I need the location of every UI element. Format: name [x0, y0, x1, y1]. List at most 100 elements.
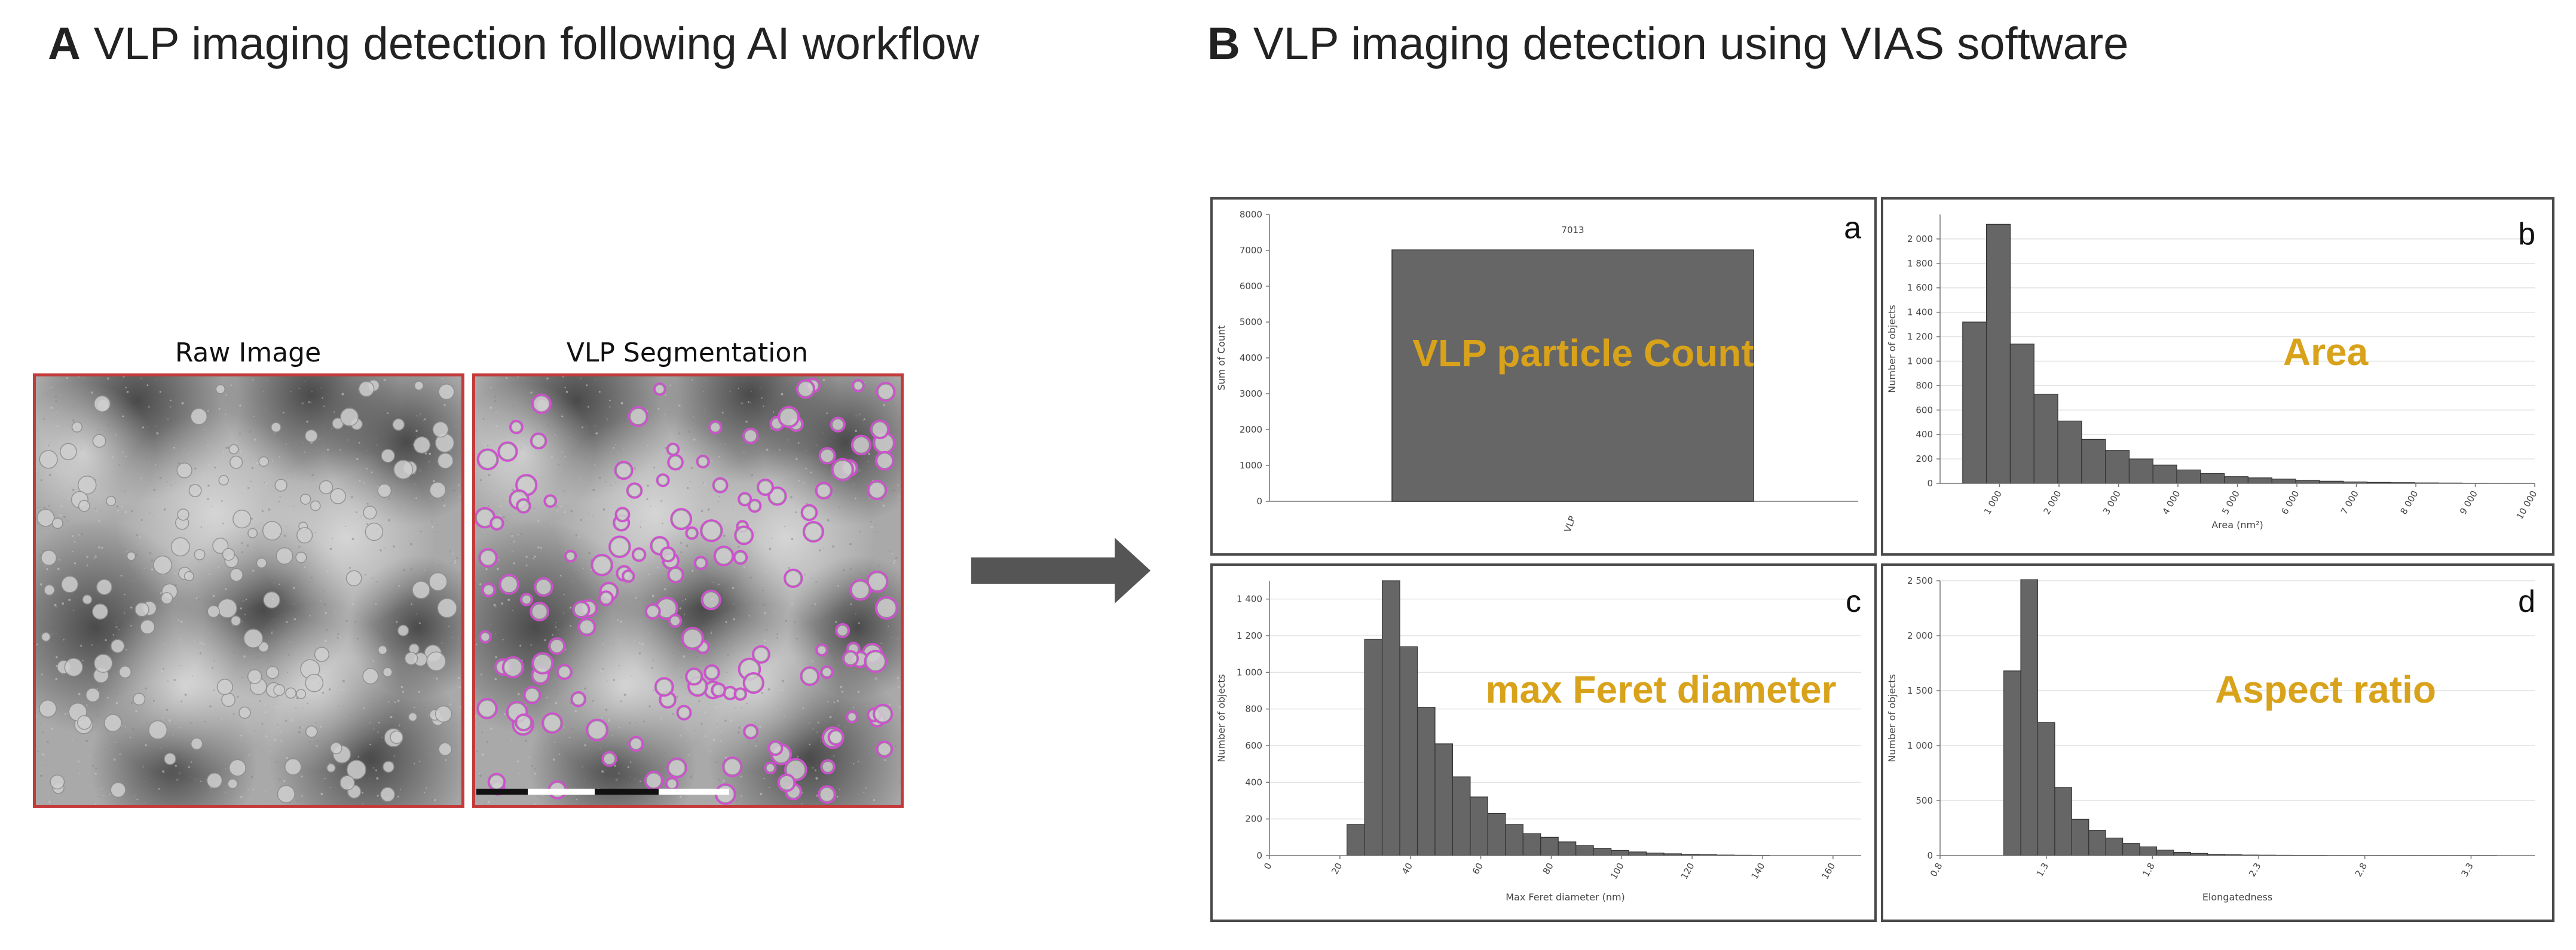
micrograph-grain — [477, 507, 479, 508]
micrograph-grain — [503, 516, 505, 519]
vlp-particle — [876, 452, 893, 469]
vlp-outline — [523, 686, 541, 704]
micrograph-grain — [727, 681, 729, 684]
micrograph-grain — [436, 678, 438, 680]
micrograph-grain — [169, 719, 171, 722]
vlp-particle — [545, 496, 556, 507]
micrograph-grain — [494, 678, 497, 681]
micrograph-grain — [776, 633, 779, 635]
micrograph-grain — [181, 402, 184, 404]
vlp-outline — [748, 498, 762, 513]
micrograph-grain — [378, 721, 380, 724]
micrograph-grain — [772, 528, 774, 529]
micrograph-grain — [733, 473, 735, 474]
micrograph-grain — [259, 385, 261, 387]
vlp-outline — [831, 458, 854, 482]
vlp-outline — [530, 602, 549, 621]
chart-a-ytick-label: 7000 — [1240, 245, 1262, 256]
micrograph-grain — [588, 406, 589, 408]
panel-a-letter: A — [48, 19, 81, 69]
micrograph-grain — [751, 474, 754, 477]
chart-c-xtick-label: 20 — [1329, 861, 1344, 877]
micrograph-grain — [42, 731, 44, 734]
micrograph-grain — [159, 477, 162, 479]
vlp-particle — [414, 381, 424, 391]
micrograph-grain — [324, 639, 327, 642]
micrograph-grain — [207, 410, 209, 412]
chart-c-bar — [1575, 845, 1594, 856]
micrograph-grain — [36, 430, 38, 431]
micrograph-grain — [611, 735, 613, 737]
micrograph-grain — [823, 548, 824, 549]
micrograph-grain — [247, 393, 249, 395]
micrograph-grain — [301, 776, 303, 778]
micrograph-grain — [738, 727, 741, 729]
micrograph-grain — [419, 469, 421, 472]
chart-b-xtick-label: 1 000 — [1982, 489, 2004, 516]
vlp-particle — [397, 624, 409, 637]
micrograph-grain — [737, 731, 740, 734]
micrograph-grain — [156, 432, 159, 435]
vlp-particle — [686, 669, 702, 684]
vlp-outline — [478, 630, 492, 643]
micrograph-grain — [588, 407, 589, 409]
vlp-particle — [549, 639, 564, 654]
micrograph-grain — [779, 449, 781, 451]
micrograph-grain — [583, 568, 584, 569]
micrograph-grain — [575, 551, 576, 553]
micrograph-grain — [512, 610, 513, 611]
micrograph-grain — [340, 679, 342, 681]
micrograph-grain — [744, 452, 745, 453]
micrograph-grain — [452, 553, 454, 554]
vlp-outline — [668, 614, 683, 628]
micrograph-grain — [749, 402, 751, 403]
panel-a-title: A VLP imaging detection following AI work… — [48, 18, 979, 70]
micrograph-grain — [458, 638, 459, 639]
micrograph-grain — [606, 744, 608, 747]
micrograph-grain — [195, 752, 197, 753]
vlp-particle — [599, 592, 613, 605]
vlp-particle — [230, 568, 243, 582]
micrograph-grain — [558, 629, 559, 630]
micrograph-grain — [564, 726, 565, 728]
micrograph-grain — [680, 551, 683, 553]
vlp-particle — [243, 629, 264, 649]
micrograph-grain — [669, 483, 671, 485]
micrograph-grain — [57, 568, 60, 571]
chart-c-xlabel: Max Feret diameter (nm) — [1506, 891, 1625, 903]
micrograph-shade — [96, 597, 275, 777]
micrograph-grain — [498, 514, 501, 517]
chart-d-bar — [2139, 846, 2158, 856]
micrograph-grain — [858, 469, 861, 472]
vlp-outline — [631, 547, 647, 562]
chart-b-ytick-label: 200 — [1916, 453, 1933, 464]
micrograph-grain — [653, 600, 655, 602]
vlp-outline — [681, 627, 704, 650]
micrograph-grain — [588, 486, 589, 488]
chart-b-corner-label: b — [2518, 217, 2535, 252]
micrograph-grain — [209, 705, 212, 707]
vlp-outline — [815, 482, 833, 499]
micrograph-grain — [510, 541, 512, 543]
micrograph-grain — [664, 495, 666, 497]
micrograph-grain — [351, 558, 353, 560]
chart-b-ytick-label: 1 400 — [1907, 307, 1933, 318]
micrograph-grain — [167, 681, 169, 682]
micrograph-grain — [116, 621, 117, 623]
vlp-particle — [78, 499, 90, 512]
micrograph-grain — [120, 575, 123, 577]
micrograph-grain — [479, 479, 482, 482]
micrograph-grain — [490, 387, 492, 388]
vlp-particle — [633, 548, 645, 560]
vlp-particle — [429, 572, 448, 592]
micrograph-grain — [670, 796, 672, 798]
micrograph-grain — [781, 393, 784, 396]
micrograph-grain — [167, 418, 169, 421]
micrograph-grain — [544, 639, 546, 642]
micrograph-grain — [425, 382, 426, 383]
micrograph-grain — [375, 603, 377, 605]
vlp-particle — [50, 774, 65, 790]
micrograph-grain — [797, 756, 799, 758]
micrograph-grain — [482, 646, 484, 648]
micrograph-grain — [547, 424, 549, 427]
